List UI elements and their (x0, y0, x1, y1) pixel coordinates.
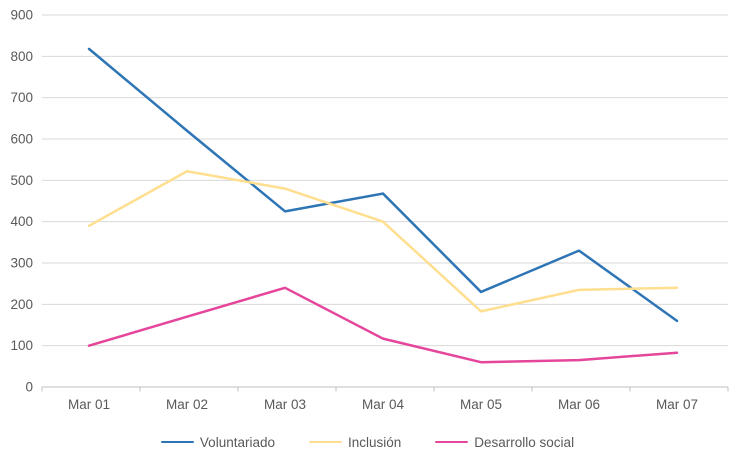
y-axis-label: 0 (25, 380, 33, 395)
series-line-voluntariado (87, 47, 679, 323)
chart-plot-area: 0 100 200 300 400 500 600 700 800 900 Mar 01 Mar 02… (10, 8, 729, 412)
legend-label: Desarrollo social (474, 434, 575, 450)
y-axis-label: 300 (10, 256, 33, 271)
x-axis-label: Mar 01 (68, 397, 110, 412)
legend-item-inclusión: Inclusión (308, 434, 402, 450)
x-axis-label: Mar 04 (362, 397, 405, 412)
y-axis-label: 200 (10, 297, 33, 312)
legend-swatch-icon (308, 440, 342, 444)
legend-label: Inclusión (347, 434, 402, 450)
series-line-inclusión (87, 169, 679, 313)
series-line-desarrollo-social (87, 286, 679, 364)
y-axis-label: 100 (10, 338, 33, 353)
y-axis-label: 700 (10, 90, 33, 105)
x-axis-label: Mar 03 (264, 397, 306, 412)
y-axis-label: 600 (10, 132, 33, 147)
chart-legend: Voluntariado Inclusión Desarrollo social (0, 431, 735, 453)
legend-item-desarrollo-social: Desarrollo social (435, 435, 574, 450)
x-axis-label: Mar 02 (166, 397, 208, 412)
y-axis-label: 400 (10, 214, 33, 229)
x-axis-label: Mar 07 (656, 397, 698, 412)
y-axis-label: 900 (10, 8, 33, 23)
x-axis-label: Mar 05 (460, 397, 502, 412)
x-axis-label: Mar 06 (558, 397, 600, 412)
y-axis-label: 800 (10, 49, 33, 64)
legend-swatch-icon (160, 440, 194, 444)
legend-label: Voluntariado (199, 434, 275, 450)
legend-swatch-icon (435, 440, 469, 444)
y-axis-label: 500 (10, 173, 33, 188)
legend-item-voluntariado: Voluntariado (160, 434, 275, 450)
